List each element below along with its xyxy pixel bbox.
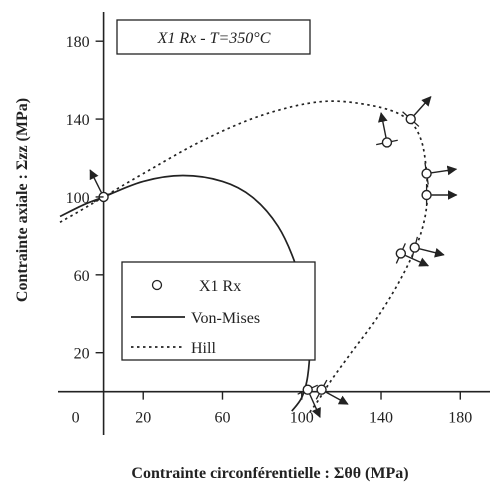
data-point	[395, 248, 407, 259]
normal-arrow	[89, 169, 102, 193]
hill-curve-layer	[59, 100, 429, 416]
x-tick-label: 20	[135, 410, 151, 427]
normal-arrow	[413, 96, 432, 116]
y-tick-label: 20	[74, 346, 90, 363]
legend-label-x1rx: X1 Rx	[199, 278, 241, 295]
chart-title: X1 Rx - T=350°C	[157, 30, 271, 47]
normal-arrow	[419, 247, 445, 258]
x-tick-label: 0	[72, 410, 80, 427]
y-tick-label: 140	[66, 112, 90, 129]
y-tick-label: 180	[66, 34, 90, 51]
data-points-layer	[89, 96, 458, 418]
data-point	[302, 384, 313, 395]
y-tick-label: 60	[74, 268, 90, 285]
data-point	[316, 384, 327, 395]
legend-label-hill: Hill	[191, 340, 216, 357]
x-tick-label: 180	[448, 410, 472, 427]
title-box	[116, 19, 311, 55]
y-tick-label: 100	[66, 190, 90, 207]
y-axis-title: Contrainte axiale : Σzz (MPa)	[14, 98, 31, 302]
data-point	[421, 168, 432, 179]
normal-arrow	[325, 391, 349, 405]
normal-arrow	[405, 254, 430, 267]
legend-label-von-mises: Von-Mises	[191, 310, 260, 327]
legend-box	[121, 261, 316, 361]
axis-ticks-layer: 20 60 100 140 180 0 20 60 100 140 180	[66, 34, 473, 426]
plot-frame	[58, 12, 490, 435]
hill-curve	[59, 100, 429, 416]
normal-arrow	[309, 393, 321, 418]
normal-arrow	[431, 165, 458, 176]
data-point	[409, 242, 420, 253]
data-point	[381, 137, 393, 148]
normal-arrow	[377, 112, 388, 138]
x-tick-label: 100	[290, 410, 314, 427]
x-axis-title: Contrainte circonférentielle : Σθθ (MPa)	[131, 465, 408, 482]
data-point	[405, 113, 416, 125]
x-tick-label: 60	[214, 410, 230, 427]
data-point	[421, 189, 432, 201]
x-tick-label: 140	[369, 410, 393, 427]
legend-marker-x1rx	[151, 279, 163, 291]
